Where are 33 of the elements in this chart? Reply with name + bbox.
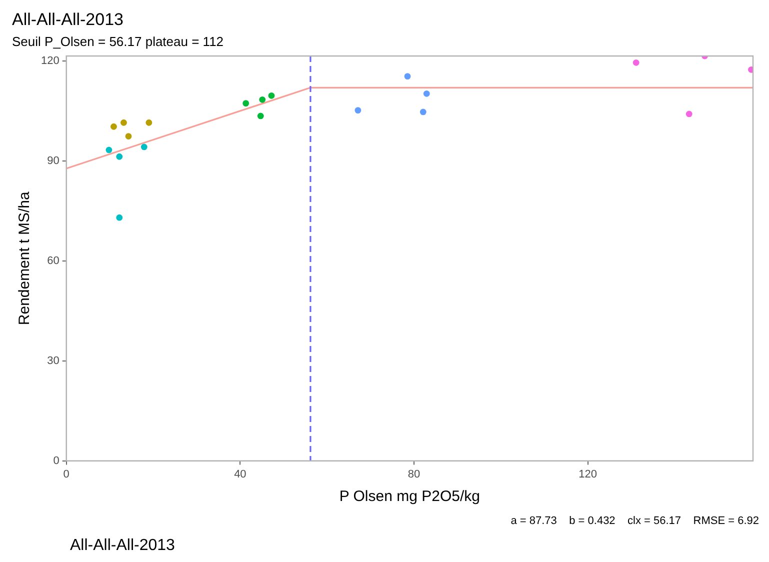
point [120, 119, 127, 126]
point [632, 59, 640, 66]
chart-subtitle: Seuil P_Olsen = 56.17 plateau = 112 [12, 34, 224, 49]
chart-title: All-All-All-2013 [12, 10, 124, 29]
point [420, 108, 426, 116]
x-tick-label: 120 [578, 468, 598, 480]
y-tick-label: 30 [47, 354, 60, 367]
y-axis-title: Rendement t MS/ha [16, 191, 34, 326]
y-tick-label: 0 [53, 454, 60, 467]
point [146, 119, 152, 126]
text: All-All-All-2013 [70, 537, 176, 554]
y-tick-label: 120 [40, 55, 60, 68]
x-tick-label: 40 [234, 468, 246, 480]
y-tick-label: 90 [47, 154, 60, 167]
point [106, 146, 112, 154]
point [140, 144, 148, 150]
x-tick-label: 80 [408, 468, 420, 480]
point [242, 100, 250, 107]
point [686, 110, 692, 118]
point [268, 92, 275, 99]
point [354, 107, 362, 114]
point [125, 133, 132, 140]
x-axis-title: P Olsen mg P2O5/kg [339, 488, 480, 506]
point [259, 96, 266, 103]
point [404, 73, 411, 80]
point [116, 153, 123, 160]
x-tick-label: 0 [63, 468, 70, 480]
point [110, 123, 117, 130]
point [257, 112, 264, 120]
text: a = 87.73 b = 0.432 clx = 56.17 RMSE = 6.92 [510, 515, 759, 527]
point [116, 214, 123, 221]
y-tick-label: 60 [47, 254, 60, 267]
point [423, 90, 430, 97]
